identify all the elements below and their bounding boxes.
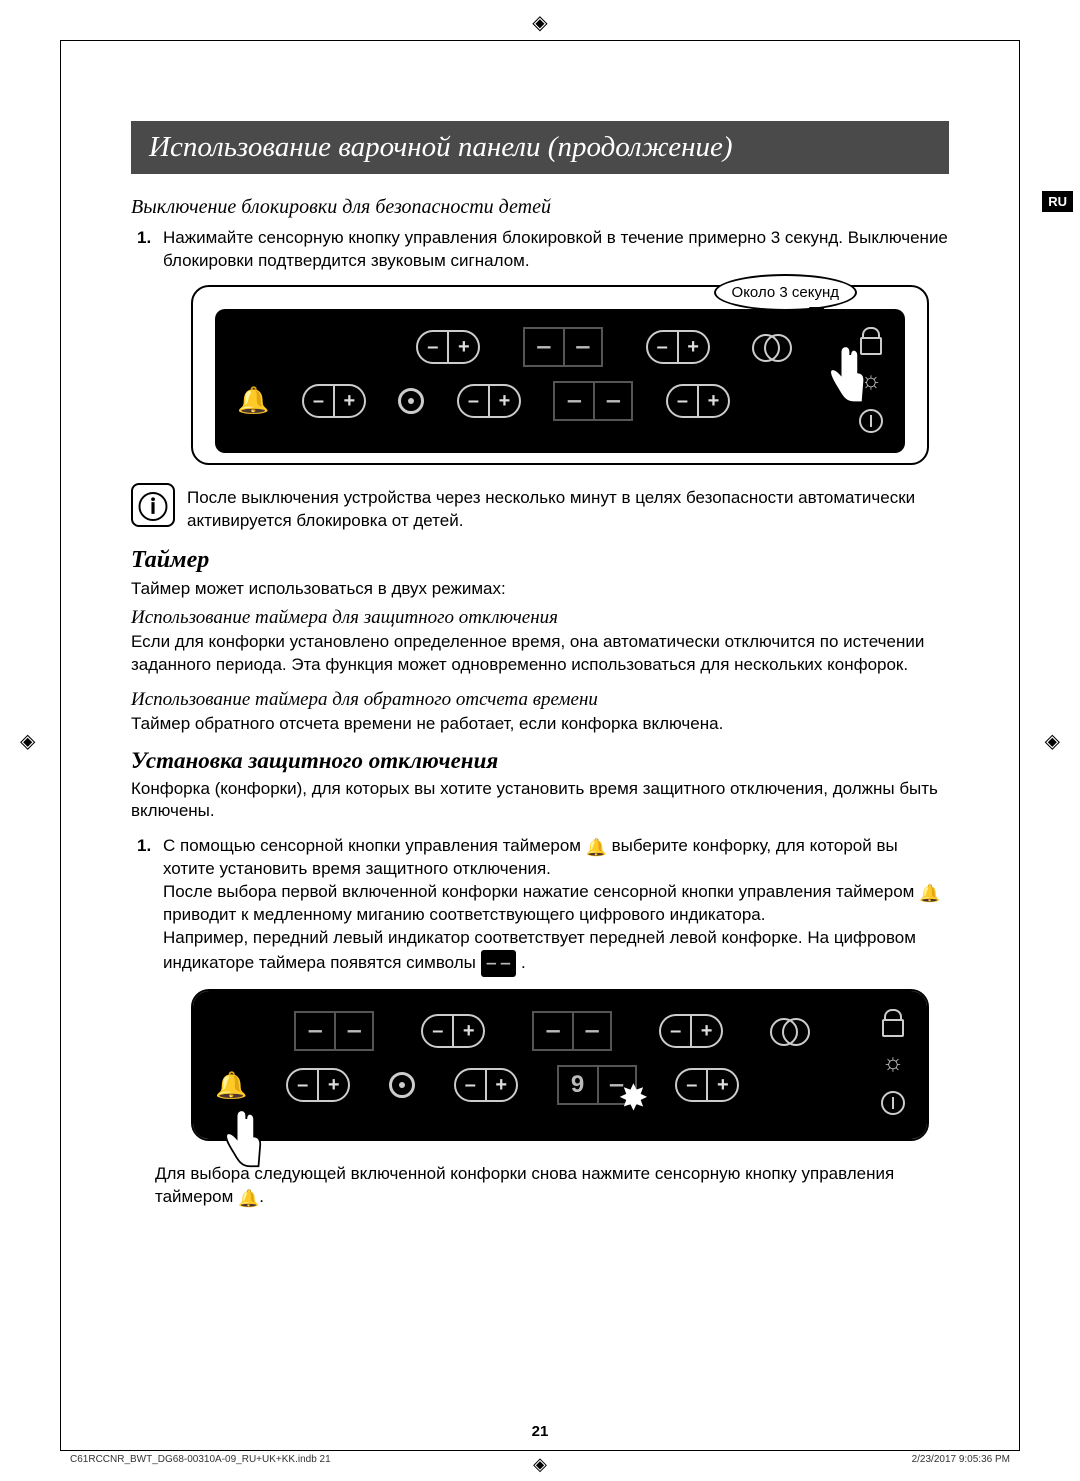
crop-mark-icon: ◈ <box>20 728 35 753</box>
page-frame: RU Использование варочной панели (продол… <box>60 40 1020 1451</box>
page-number: 21 <box>61 1423 1019 1440</box>
timer-intro: Таймер может использоваться в двух режим… <box>131 578 949 601</box>
speech-bubble: Около 3 секунд <box>714 274 857 311</box>
hand-icon <box>815 341 875 411</box>
step-item: 1. Нажимайте сенсорную кнопку управления… <box>131 227 949 273</box>
display-segment: 9 ‒ ✸ <box>557 1065 637 1105</box>
crop-mark-icon: ◈ <box>532 10 547 35</box>
plus-icon: + <box>487 1070 516 1100</box>
info-box: После выключения устройства через нескол… <box>131 483 949 533</box>
dual-zone-icon <box>770 1016 808 1046</box>
segment-display-inline: ‒ ‒ <box>481 950 517 977</box>
info-icon <box>131 483 175 527</box>
minus-plus-pill: – + <box>659 1014 723 1048</box>
plus-icon: + <box>708 1070 737 1100</box>
minus-icon: – <box>304 386 335 416</box>
dual-zone-icon <box>752 332 790 362</box>
section2-intro: Конфорка (конфорки), для которых вы хоти… <box>131 778 949 824</box>
minus-icon: – <box>288 1070 319 1100</box>
page-title: Использование варочной панели (продолжен… <box>131 121 949 174</box>
minus-icon: – <box>418 332 449 362</box>
power-icon <box>859 409 883 433</box>
timer-heading: Таймер <box>131 547 949 574</box>
step-item: 1. С помощью сенсорной кнопки управления… <box>131 835 949 977</box>
bell-icon: 🔔 <box>215 1070 247 1101</box>
display-segment: ‒ ‒ <box>532 1011 612 1051</box>
timer-sub1-heading: Использование таймера для защитного откл… <box>131 607 949 629</box>
step-text: Нажимайте сенсорную кнопку управления бл… <box>163 227 949 273</box>
crop-mark-icon: ◈ <box>533 1454 547 1475</box>
plus-icon: + <box>490 386 519 416</box>
display-segment: ‒ ‒ <box>523 327 603 367</box>
light-icon: ☼ <box>882 1049 904 1077</box>
minus-icon: – <box>668 386 699 416</box>
plus-icon: + <box>335 386 364 416</box>
plus-icon: + <box>454 1016 483 1046</box>
power-icon <box>881 1091 905 1115</box>
plus-icon: + <box>319 1070 348 1100</box>
language-badge: RU <box>1042 191 1073 212</box>
hand-icon <box>211 1105 271 1175</box>
plus-icon: + <box>679 332 708 362</box>
timer-sub2-heading: Использование таймера для обратного отсч… <box>131 689 949 711</box>
minus-plus-pill: – + <box>416 330 480 364</box>
imprint-left: C61RCCNR_BWT_DG68-00310A-09_RU+UK+KK.ind… <box>70 1454 331 1465</box>
bell-icon: 🔔 <box>586 837 607 860</box>
minus-plus-pill: – + <box>286 1068 350 1102</box>
timer-sub1-text: Если для конфорки установлено определенн… <box>131 631 949 677</box>
minus-icon: – <box>456 1070 487 1100</box>
info-text: После выключения устройства через нескол… <box>187 483 949 533</box>
panel-surface: ☼ – + ‒ ‒ – + <box>215 309 905 453</box>
minus-plus-pill: – + <box>457 384 521 418</box>
minus-icon: – <box>661 1016 692 1046</box>
minus-icon: – <box>423 1016 454 1046</box>
starburst-icon: ✸ <box>618 1077 648 1119</box>
panel-surface: ☼ 🔔 ‒ ‒ – + ‒ ‒ – + <box>193 991 927 1139</box>
bell-icon: 🔔 <box>919 883 940 906</box>
plus-icon: + <box>699 386 728 416</box>
step-text: С помощью сенсорной кнопки управления та… <box>163 835 949 977</box>
minus-plus-pill: – + <box>302 384 366 418</box>
plus-icon: + <box>692 1016 721 1046</box>
crop-mark-icon: ◈ <box>1045 728 1060 753</box>
display-segment: ‒ ‒ <box>294 1011 374 1051</box>
timer-sub2-text: Таймер обратного отсчета времени не рабо… <box>131 713 949 736</box>
section1-heading: Выключение блокировки для безопасности д… <box>131 196 949 219</box>
step-number: 1. <box>137 227 155 273</box>
lock-icon <box>882 1009 904 1035</box>
minus-plus-pill: – + <box>646 330 710 364</box>
zone-select-icon <box>398 388 424 414</box>
minus-plus-pill: – + <box>666 384 730 418</box>
minus-icon: – <box>648 332 679 362</box>
minus-plus-pill: – + <box>421 1014 485 1048</box>
control-panel-figure-2: ☼ 🔔 ‒ ‒ – + ‒ ‒ – + <box>191 989 929 1141</box>
minus-icon: – <box>677 1070 708 1100</box>
control-panel-figure-1: Около 3 секунд ☼ – + ‒ ‒ – <box>191 285 929 465</box>
bell-icon: 🔔 <box>238 1188 259 1211</box>
section2-heading: Установка защитного отключения <box>131 748 949 774</box>
bell-icon: 🔔 <box>237 385 269 416</box>
minus-plus-pill: – + <box>454 1068 518 1102</box>
plus-icon: + <box>449 332 478 362</box>
minus-plus-pill: – + <box>675 1068 739 1102</box>
step-number: 1. <box>137 835 155 977</box>
imprint-right: 2/23/2017 9:05:36 PM <box>912 1454 1010 1465</box>
zone-select-icon <box>389 1072 415 1098</box>
display-segment: ‒ ‒ <box>553 381 633 421</box>
minus-icon: – <box>459 386 490 416</box>
